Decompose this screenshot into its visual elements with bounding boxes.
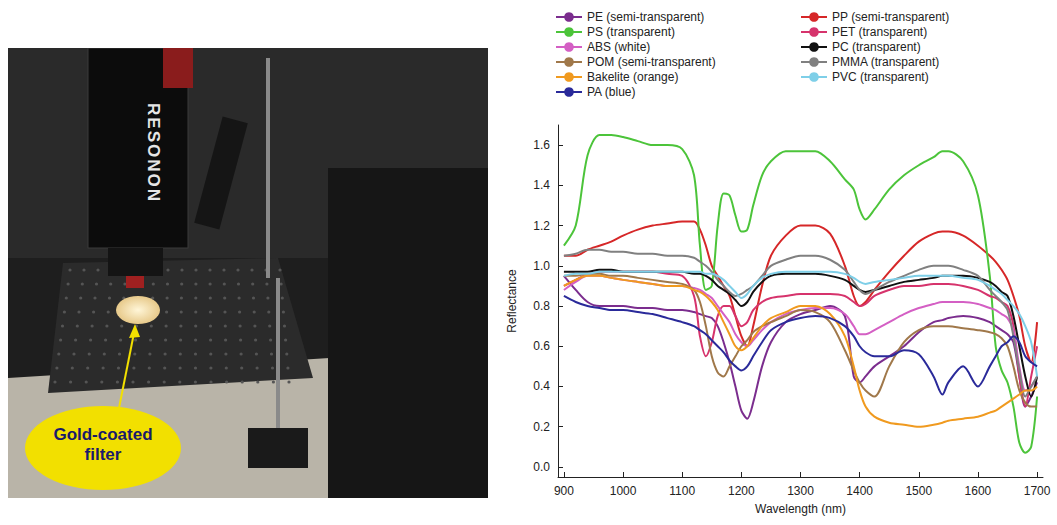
svg-text:Reflectance: Reflectance bbox=[505, 269, 519, 333]
svg-text:1600: 1600 bbox=[965, 484, 992, 498]
svg-text:Bakelite (orange): Bakelite (orange) bbox=[587, 70, 678, 84]
svg-text:POM (semi-transparent): POM (semi-transparent) bbox=[587, 55, 716, 69]
svg-text:1300: 1300 bbox=[787, 484, 814, 498]
svg-text:0.8: 0.8 bbox=[533, 299, 550, 313]
svg-text:PC (transparent): PC (transparent) bbox=[832, 40, 921, 54]
svg-text:0.0: 0.0 bbox=[533, 460, 550, 474]
svg-text:1.0: 1.0 bbox=[533, 259, 550, 273]
svg-text:PVC (transparent): PVC (transparent) bbox=[832, 70, 929, 84]
svg-text:RESONON: RESONON bbox=[144, 103, 163, 203]
svg-text:1000: 1000 bbox=[610, 484, 637, 498]
svg-text:PP (semi-transparent): PP (semi-transparent) bbox=[832, 10, 949, 24]
svg-text:0.4: 0.4 bbox=[533, 379, 550, 393]
svg-text:PET (transparent): PET (transparent) bbox=[832, 25, 927, 39]
svg-text:1400: 1400 bbox=[846, 484, 873, 498]
svg-text:1700: 1700 bbox=[1024, 484, 1051, 498]
svg-text:Wavelength (nm): Wavelength (nm) bbox=[755, 502, 846, 516]
svg-text:PMMA (transparent): PMMA (transparent) bbox=[832, 55, 939, 69]
svg-text:1500: 1500 bbox=[905, 484, 932, 498]
svg-text:1100: 1100 bbox=[669, 484, 695, 498]
svg-text:1.6: 1.6 bbox=[533, 138, 550, 152]
svg-text:1.2: 1.2 bbox=[533, 219, 550, 233]
svg-text:PE (semi-transparent): PE (semi-transparent) bbox=[587, 10, 704, 24]
svg-text:PA (blue): PA (blue) bbox=[587, 85, 635, 99]
svg-text:Gold-coated: Gold-coated bbox=[53, 425, 152, 444]
svg-text:900: 900 bbox=[554, 484, 574, 498]
svg-text:0.2: 0.2 bbox=[533, 420, 550, 434]
svg-text:1200: 1200 bbox=[728, 484, 755, 498]
svg-text:0.6: 0.6 bbox=[533, 339, 550, 353]
svg-text:ABS (white): ABS (white) bbox=[587, 40, 650, 54]
svg-text:1.4: 1.4 bbox=[533, 178, 550, 192]
svg-text:PS (transparent): PS (transparent) bbox=[587, 25, 675, 39]
svg-text:filter: filter bbox=[85, 445, 122, 464]
